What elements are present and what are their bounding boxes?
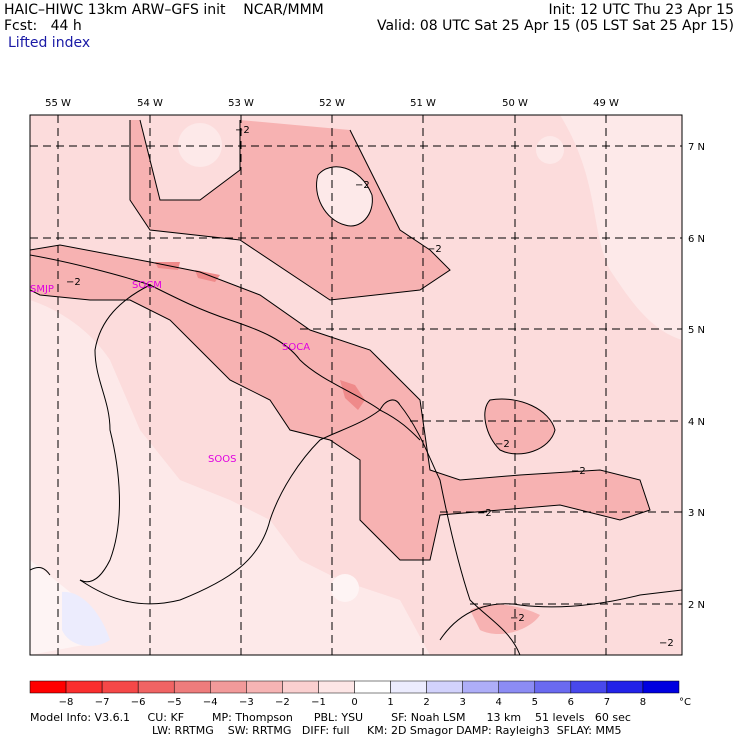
colorbar-swatch xyxy=(606,680,644,694)
colorbar-tick-label: 4 xyxy=(496,697,502,708)
station-label: SOCM xyxy=(132,280,162,291)
colorbar-swatch xyxy=(318,680,355,694)
contour-label: −2 xyxy=(427,244,442,255)
footer-model-info: Model Info: V3.6.1 CU: KF MP: Thompson P… xyxy=(30,711,631,724)
contour-label: −2 xyxy=(477,508,492,519)
contour-minus2-north xyxy=(35,120,450,300)
lat-label: 2 N xyxy=(688,600,705,611)
contour-label: −2 xyxy=(235,125,250,136)
field-light-northeast xyxy=(560,115,682,340)
station-label: SMJP xyxy=(30,284,54,295)
model-title: HAIC–HIWC 13km ARW–GFS init NCAR/MMM xyxy=(4,2,324,18)
colorbar-tick-label: −6 xyxy=(131,697,146,708)
lat-label: 6 N xyxy=(688,234,705,245)
footer-physics-info: LW: RRTMG SW: RRTMG DIFF: full KM: 2D Sm… xyxy=(152,724,622,737)
shaded-field xyxy=(30,115,682,655)
boundary-lines xyxy=(30,254,521,655)
lon-label: 49 W xyxy=(593,98,619,109)
colorbar-tick-label: 8 xyxy=(640,697,646,708)
colorbar-tick-label: −4 xyxy=(203,697,218,708)
colorbar-swatch xyxy=(498,680,536,694)
colorbar-tick-label: 6 xyxy=(568,697,574,708)
colorbar-tick-label: 7 xyxy=(604,697,610,708)
field-name: Lifted index xyxy=(8,35,91,51)
colorbar-swatch xyxy=(282,680,319,694)
colorbar xyxy=(29,680,680,694)
field-light-region xyxy=(30,300,430,655)
contour-label: −2 xyxy=(355,180,370,191)
field-dark-pocket-3 xyxy=(340,380,365,410)
colorbar-swatch xyxy=(390,680,427,694)
field-light-spot-1 xyxy=(178,123,222,167)
lat-label-group: 7 N 6 N 5 N 4 N 3 N 2 N xyxy=(688,142,705,611)
colorbar-tick-label: −2 xyxy=(275,697,290,708)
station-label: SOOS xyxy=(208,454,236,465)
colorbar-tick-label: −8 xyxy=(59,697,74,708)
field-light-spot-2 xyxy=(536,136,564,164)
contour-label: −2 xyxy=(510,613,525,624)
field-light-closed xyxy=(316,166,373,226)
contour-label: −2 xyxy=(66,277,81,288)
contour-label: −2 xyxy=(495,439,510,450)
forecast-hour: Fcst: 44 h xyxy=(4,18,82,34)
colorbar-tick-label: 1 xyxy=(387,697,393,708)
colorbar-swatch xyxy=(29,680,67,694)
lon-label: 54 W xyxy=(137,98,163,109)
contour-minus2-south xyxy=(470,604,540,635)
colorbar-tick-label: 3 xyxy=(459,697,465,708)
colorbar-swatch xyxy=(570,680,608,694)
colorbar-swatch xyxy=(642,680,680,694)
colorbar-tick-label: −7 xyxy=(95,697,110,708)
contour-minus2-east xyxy=(484,399,555,454)
lat-label: 4 N xyxy=(688,417,705,428)
colorbar-tick-label: −3 xyxy=(239,697,254,708)
field-light-spot-3 xyxy=(331,574,359,602)
colorbar-tick-label: 2 xyxy=(423,697,429,708)
station-label: SOCA xyxy=(282,342,310,353)
init-time: Init: 12 UTC Thu 23 Apr 15 xyxy=(548,2,734,18)
lon-label: 51 W xyxy=(410,98,436,109)
colorbar-unit: °C xyxy=(679,697,691,708)
graticule xyxy=(30,115,682,655)
colorbar-swatch xyxy=(65,680,103,694)
valid-time: Valid: 08 UTC Sat 25 Apr 15 (05 LST Sat … xyxy=(376,18,734,34)
colorbar-ticks: −8 −7 −6 −5 −4 −3 −2 −1 0 1 2 3 4 5 6 7 8 xyxy=(59,697,646,708)
map-border xyxy=(29,114,683,656)
colorbar-tick-label: 0 xyxy=(351,697,357,708)
colorbar-swatch xyxy=(137,680,175,694)
field-bluish-pocket xyxy=(62,591,110,646)
colorbar-swatch xyxy=(426,680,463,694)
lat-label: 5 N xyxy=(688,325,705,336)
colorbar-tick-label: 5 xyxy=(532,697,538,708)
lon-label: 53 W xyxy=(228,98,254,109)
lon-label-group: 55 W 54 W 53 W 52 W 51 W 50 W 49 W xyxy=(45,98,619,109)
contour-label: −2 xyxy=(659,638,674,649)
colorbar-swatch xyxy=(462,680,499,694)
contour-lines xyxy=(30,119,682,641)
lon-label: 52 W xyxy=(319,98,345,109)
colorbar-swatch xyxy=(246,680,283,694)
contour-label-group: −2 −2 −2 −2 −2 −2 −2 −2 −2 xyxy=(66,125,674,649)
colorbar-swatch xyxy=(354,680,391,694)
colorbar-tick-label: −1 xyxy=(311,697,326,708)
lon-label: 55 W xyxy=(45,98,71,109)
colorbar-swatch xyxy=(210,680,247,694)
contour-label: −2 xyxy=(571,466,586,477)
lat-label: 7 N xyxy=(688,142,705,153)
contour-minus2-band xyxy=(30,245,650,560)
lon-label: 50 W xyxy=(502,98,528,109)
colorbar-swatch xyxy=(173,680,211,694)
colorbar-swatch xyxy=(534,680,572,694)
lat-label: 3 N xyxy=(688,508,705,519)
colorbar-tick-label: −5 xyxy=(167,697,182,708)
station-label-group: SMJP SOCM SOCA SOOS xyxy=(30,280,310,465)
colorbar-swatch xyxy=(101,680,139,694)
